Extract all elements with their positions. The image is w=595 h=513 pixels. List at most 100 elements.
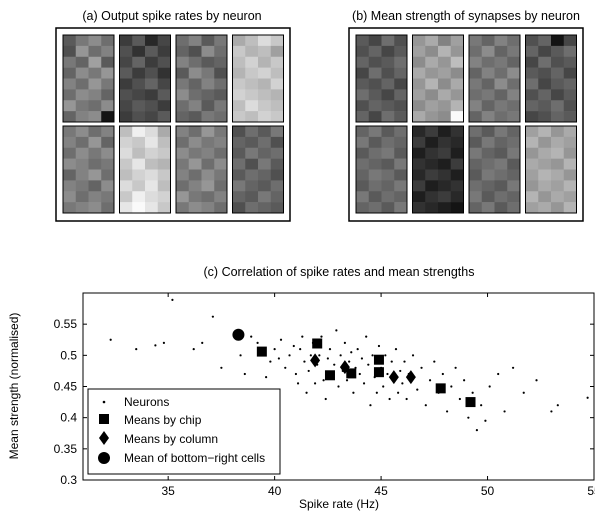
panel-b-cell [425,158,439,170]
panel-b-cell [438,45,452,58]
panel-b-cell [538,169,552,181]
panel-a-cell [232,45,246,58]
neuron-point [345,379,349,382]
panel-b-cell [412,147,426,159]
y-tick-label: 0.3 [60,473,77,487]
panel-b-cell [381,111,395,123]
panel-a-cell [88,191,102,203]
panel-a-cell [176,67,190,79]
panel-a-cell [157,89,171,101]
neuron-point [358,372,361,376]
panel-b-cell [551,89,565,101]
neuron-point [503,410,506,413]
panel-a-chip [62,125,115,214]
panel-a-cell [201,111,215,123]
panel-b-cell [469,67,483,79]
panel-b-cell [381,158,395,170]
panel-a-cell [214,67,228,79]
panel-a-chip-border [119,34,171,123]
panel-a-cell [270,147,284,159]
panel-b-cell [481,78,495,90]
panel-a-cell [145,126,159,138]
x-tick-label: 50 [481,484,495,498]
panel-b-cell [425,67,439,79]
panel-b-cell [507,67,521,79]
panel-a-cell [270,191,284,203]
panel-a-frame [55,27,291,222]
panel-b-cell [394,191,408,203]
panel-b-cell [494,126,508,138]
panel-b-cell [507,169,521,181]
panel-b-cell [563,158,577,170]
panel-b-cell [551,56,565,68]
panel-a-cell [188,158,202,170]
panel-b-cell [469,111,483,123]
neuron-point [433,360,436,363]
neuron-point [269,360,272,363]
panel-b-chip [355,125,408,214]
panel-b-cell [356,100,370,112]
panel-a-cell [176,89,190,101]
panel-a-cell [132,78,146,90]
panel-b-cell [494,67,508,79]
panel-b-cell [507,35,521,47]
bottom-right-mean-point [232,328,245,341]
panel-b-cell [450,147,464,159]
panel-b-cell [481,35,495,47]
panel-a-cell [101,78,115,90]
panel-b-cell [394,169,408,181]
panel-b-cell [507,136,521,149]
panel-a-cell [145,158,159,170]
panel-a-cell [88,158,102,170]
panel-a-cell [88,45,102,58]
panel-b-chip [468,34,521,123]
neuron-point [428,379,432,382]
panel-a-cell [258,147,272,159]
panel-b-cell [394,78,408,90]
neuron-point [335,329,338,332]
panel-a-cell [75,158,89,170]
panel-b-cell [394,56,408,68]
neuron-point [299,348,302,351]
panel-a-cell [101,56,115,68]
legend-marker-square [99,414,109,424]
panel-b-cell [356,191,370,203]
panel-b-cell [481,136,495,149]
panel-a-cell [258,136,272,149]
panel-a-cell [119,169,133,181]
panel-a-cell [176,191,190,203]
panel-a-cell [63,147,77,159]
panel-a-cell [201,202,215,214]
neuron-point [339,354,342,357]
neuron-point [162,341,166,344]
panel-b-cell [563,126,577,138]
panel-a-cell [63,100,77,112]
panel-a-cell [101,202,115,214]
panel-b-cell [469,191,483,203]
panel-a-cell [176,169,190,181]
neuron-point [284,366,287,369]
panel-a-cell [145,111,159,123]
panel-b-cell [551,169,565,181]
panel-b-cell [438,147,452,159]
panel-a-cell [258,191,272,203]
neuron-point [326,357,329,360]
panel-b-cell [563,78,577,90]
panel-a-cell [270,126,284,138]
panel-b-chip-border [355,34,408,123]
panel-b-cell [356,111,370,123]
panel-b-cell [425,100,439,112]
x-tick-label: 35 [161,484,175,498]
panel-b-cell [394,35,408,47]
panel-a-cell [157,202,171,214]
panel-b-cell [394,45,408,58]
panel-b-cell [525,180,539,192]
panel-b-cell [563,67,577,79]
panel-a-cell [270,56,284,68]
panel-b-chip-border [468,125,521,214]
panel-a-cell [258,202,272,214]
panel-a-cell [75,136,89,149]
neuron-point [397,391,400,394]
panel-b-cell [481,180,495,192]
panel-a-cell [232,136,246,149]
